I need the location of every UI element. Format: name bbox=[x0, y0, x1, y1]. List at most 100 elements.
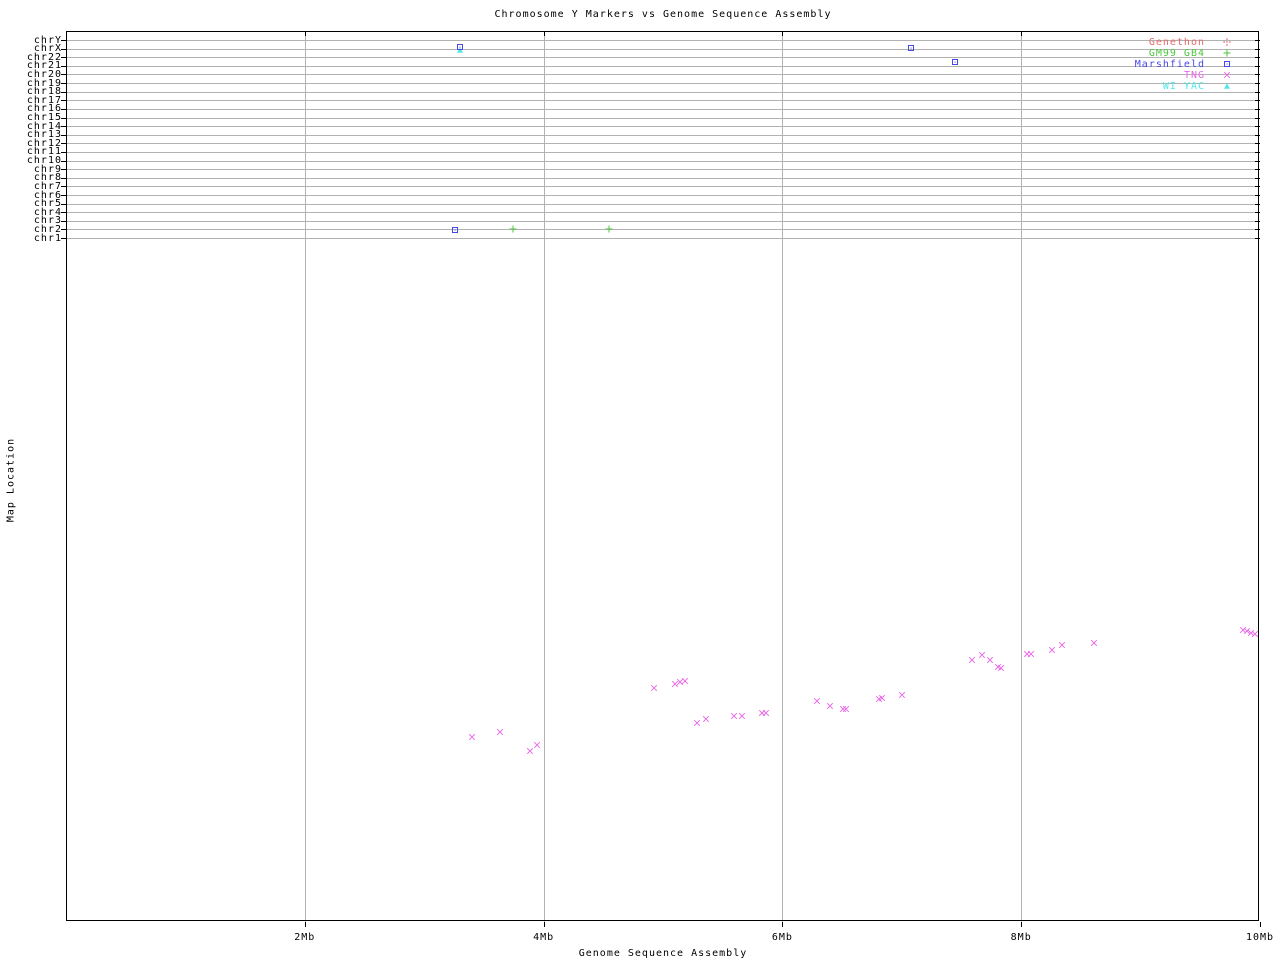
plot-area bbox=[66, 31, 1259, 921]
chromosome-gridline bbox=[66, 195, 1260, 196]
y-axis-tick bbox=[61, 108, 66, 110]
y-axis-tick bbox=[61, 238, 66, 239]
y-axis-tick-right bbox=[1255, 57, 1260, 59]
marker-tng bbox=[730, 712, 738, 720]
chromosome-label: chr10 bbox=[26, 155, 62, 166]
chromosome-gridline bbox=[66, 126, 1260, 128]
y-axis-tick-right bbox=[1255, 134, 1260, 136]
chromosome-gridline bbox=[66, 212, 1260, 214]
y-axis-tick-right bbox=[1255, 160, 1260, 162]
y-axis-tick bbox=[61, 186, 66, 188]
y-axis-tick-right bbox=[1255, 169, 1260, 171]
chromosome-label: chr17 bbox=[26, 94, 62, 106]
y-axis-tick bbox=[61, 117, 66, 119]
y-axis-tick-right bbox=[1255, 83, 1260, 84]
x-tick-label: 10Mb bbox=[1245, 932, 1275, 943]
x-axis-tick bbox=[543, 922, 545, 927]
chromosome-label: chrY bbox=[33, 34, 62, 46]
y-axis-tick-right bbox=[1255, 40, 1260, 41]
legend-label-genethon: Genethon bbox=[1148, 37, 1205, 48]
legend-label-gm99-gb4: GM99 GB4 bbox=[1148, 48, 1205, 59]
y-axis-tick bbox=[61, 177, 66, 179]
chromosome-label: chr13 bbox=[26, 129, 62, 141]
marker-tng bbox=[681, 677, 689, 685]
marker-tng bbox=[842, 705, 850, 713]
y-axis-tick-right bbox=[1255, 212, 1260, 214]
y-axis-tick-right bbox=[1255, 126, 1260, 128]
marker-tng bbox=[1058, 641, 1066, 649]
marker-tng bbox=[997, 664, 1005, 672]
chromosome-gridline bbox=[66, 91, 1260, 93]
chromosome-label: chrX bbox=[33, 43, 62, 55]
marker-tng bbox=[650, 684, 658, 692]
marker-tng bbox=[1048, 646, 1056, 654]
x-axis-top-tick bbox=[543, 31, 545, 36]
legend-label-wi-yac: WI YAC bbox=[1162, 81, 1205, 92]
y-axis-tick bbox=[61, 48, 66, 50]
marker-tng bbox=[826, 702, 834, 710]
chromosome-gridline bbox=[66, 151, 1260, 153]
chromosome-gridline bbox=[66, 220, 1260, 222]
marker-marshfield bbox=[456, 43, 464, 51]
chromosome-label: chr16 bbox=[26, 103, 62, 115]
y-axis-tick bbox=[61, 151, 66, 153]
marker-tng bbox=[898, 691, 906, 699]
mb-gridline bbox=[543, 31, 545, 922]
marker-gm99-gb4 bbox=[605, 225, 613, 233]
marker-tng bbox=[839, 705, 847, 713]
chromosome-gridline bbox=[66, 229, 1260, 231]
chromosome-gridline bbox=[66, 238, 1260, 239]
marker-marshfield bbox=[451, 226, 459, 234]
y-axis-label: Map Location bbox=[5, 437, 17, 523]
chromosome-gridline bbox=[66, 100, 1260, 102]
chromosome-label: chr7 bbox=[33, 180, 62, 192]
legend-x-icon bbox=[1223, 71, 1231, 79]
y-axis-tick-right bbox=[1255, 108, 1260, 110]
y-axis-tick bbox=[61, 134, 66, 136]
y-axis-tick bbox=[61, 40, 66, 41]
marker-gm99-gb4 bbox=[509, 225, 517, 233]
y-axis-tick-right bbox=[1255, 238, 1260, 239]
x-axis-tick bbox=[1260, 922, 1261, 927]
chromosome-gridline bbox=[66, 143, 1260, 145]
legend-square-dot-icon bbox=[1223, 60, 1231, 68]
x-axis-top-tick bbox=[304, 31, 306, 36]
marker-tng bbox=[978, 651, 986, 659]
chromosome-label: chr18 bbox=[26, 86, 62, 98]
chromosome-gridline bbox=[66, 117, 1260, 119]
legend-label-marshfield: Marshfield bbox=[1134, 59, 1205, 70]
marker-tng bbox=[1027, 650, 1035, 658]
chromosome-gridline bbox=[66, 169, 1260, 171]
chromosome-gridline bbox=[66, 83, 1260, 84]
mb-gridline bbox=[304, 31, 306, 922]
chromosome-label: chr20 bbox=[26, 68, 62, 80]
marker-marshfield bbox=[951, 58, 959, 66]
y-axis-tick bbox=[61, 160, 66, 162]
x-axis-tick bbox=[1021, 922, 1023, 927]
chromosome-gridline bbox=[66, 177, 1260, 179]
legend-plus-icon bbox=[1223, 49, 1231, 57]
chromosome-gridline bbox=[66, 65, 1260, 67]
x-tick-label: 6Mb bbox=[771, 932, 793, 943]
y-axis-tick bbox=[61, 220, 66, 222]
x-tick-label: 2Mb bbox=[294, 932, 316, 943]
marker-tng bbox=[1243, 627, 1251, 635]
chromosome-gridline bbox=[66, 57, 1260, 59]
marker-tng bbox=[986, 656, 994, 664]
y-axis-tick-right bbox=[1255, 220, 1260, 222]
y-axis-tick-right bbox=[1255, 186, 1260, 188]
marker-tng bbox=[1247, 629, 1255, 637]
y-axis-tick-right bbox=[1255, 48, 1260, 50]
y-axis-tick-right bbox=[1255, 177, 1260, 179]
legend-triangle-icon bbox=[1223, 82, 1231, 90]
x-axis-label: Genome Sequence Assembly bbox=[578, 948, 748, 959]
y-axis-tick bbox=[61, 203, 66, 205]
y-axis-tick-right bbox=[1255, 143, 1260, 145]
chromosome-label: chr11 bbox=[26, 146, 62, 158]
marker-tng bbox=[968, 656, 976, 664]
x-axis-tick bbox=[304, 922, 306, 927]
chromosome-label: chr9 bbox=[33, 163, 62, 175]
chromosome-label: chr22 bbox=[26, 51, 62, 63]
y-axis-tick bbox=[61, 229, 66, 231]
